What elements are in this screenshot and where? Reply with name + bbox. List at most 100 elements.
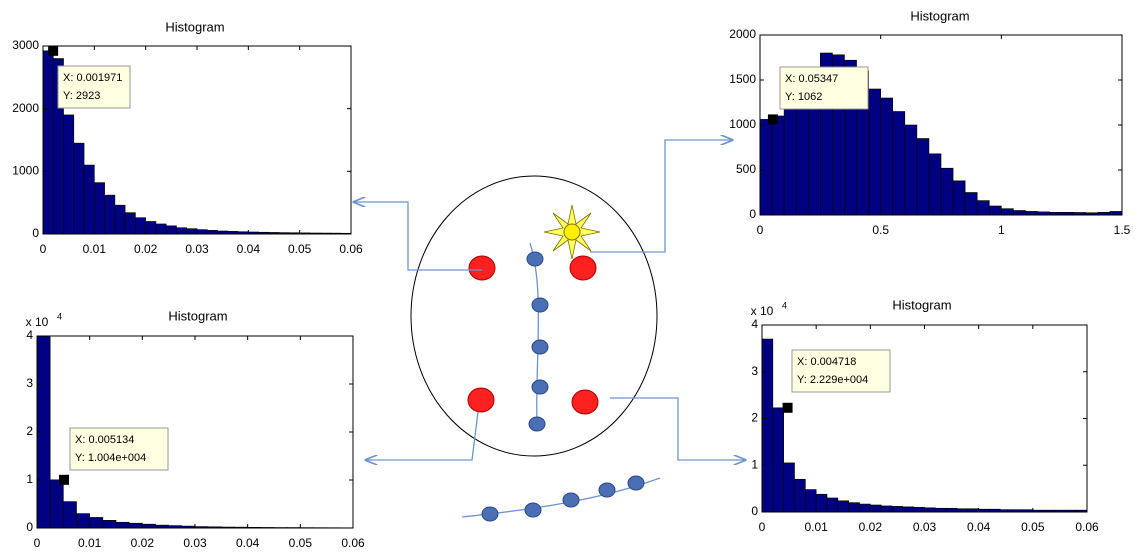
dots — [481, 251, 645, 522]
bar — [928, 153, 942, 216]
bar — [104, 194, 116, 235]
bar — [904, 124, 918, 216]
bar — [135, 217, 146, 235]
x-tick-label: 0.06 — [1075, 520, 1099, 534]
y-tick-label: 2 — [26, 424, 33, 438]
bar — [124, 212, 136, 235]
chain — [529, 242, 540, 425]
y-tick-label: 1 — [26, 472, 33, 486]
x-tick-label: 0.01 — [78, 536, 102, 550]
y-multiplier: x 10 — [751, 304, 774, 318]
bar — [142, 523, 156, 529]
datatip-label: Y: 2923 — [63, 90, 100, 102]
bar — [1109, 211, 1123, 216]
bar — [891, 506, 904, 513]
y-tick-label: 3 — [26, 376, 33, 390]
datatip-label: X: 0.004718 — [797, 356, 856, 368]
x-tick-label: 0.06 — [339, 242, 363, 256]
datatip-marker — [48, 45, 59, 56]
sun — [543, 204, 601, 260]
x-tick-label: 0.03 — [183, 536, 207, 550]
chart: Histogram 0 1000 2000 3000 0 0.01 0.02 0.03 0.04 0… — [12, 19, 363, 256]
x-tick-label: 0.02 — [134, 242, 158, 256]
y-multiplier-exponent: 4 — [782, 300, 787, 310]
y-multiplier: x 10 — [26, 315, 49, 329]
datatip-label: Y: 1062 — [785, 91, 822, 103]
bar — [145, 221, 157, 235]
bar — [49, 479, 64, 529]
bar — [176, 227, 188, 235]
bar — [935, 507, 947, 513]
y-tick-label: 2000 — [12, 101, 39, 115]
x-tick-label: 0.03 — [913, 520, 937, 534]
chart-title: Histogram — [165, 19, 224, 34]
bar — [63, 114, 75, 235]
x-tick-label: 0.06 — [341, 536, 365, 550]
bar — [916, 138, 930, 216]
x-tick-label: 0 — [759, 520, 766, 534]
bar — [115, 521, 130, 529]
y-multiplier-exponent: 4 — [57, 311, 62, 321]
bar — [805, 489, 817, 513]
bar — [83, 164, 95, 235]
y-tick-label: 3000 — [12, 38, 39, 52]
bar — [73, 142, 85, 235]
bar — [976, 200, 990, 216]
x-tick-label: 0.01 — [804, 520, 828, 534]
x-tick-label: 0.04 — [967, 520, 991, 534]
y-tick-label: 500 — [736, 162, 756, 176]
datatip-box — [69, 427, 169, 471]
y-tick-label: 2 — [751, 411, 758, 425]
y-tick-label: 0 — [749, 207, 756, 221]
arrow — [610, 397, 745, 460]
x-tick-label: 0 — [40, 242, 47, 256]
bar — [165, 225, 177, 235]
bar — [945, 507, 958, 513]
y-tick-label: 1 — [751, 457, 758, 471]
bar — [94, 182, 105, 235]
datatip-label: X: 0.005134 — [75, 434, 134, 446]
chart-title: Histogram — [910, 8, 969, 23]
bar — [1013, 210, 1026, 216]
bar — [892, 111, 906, 216]
y-tick-label: 0 — [751, 504, 758, 518]
x-tick-label: 0.05 — [289, 536, 313, 550]
x-tick-label: 0.5 — [872, 223, 889, 237]
bar — [795, 93, 809, 216]
bar — [988, 205, 1002, 216]
datatip-box — [57, 65, 131, 109]
datatip-label: X: 0.05347 — [785, 73, 838, 85]
x-tick-label: 1 — [998, 223, 1005, 237]
datatip-marker — [59, 474, 70, 485]
diagram — [354, 140, 745, 522]
bar — [128, 522, 143, 529]
bar — [859, 503, 871, 513]
bar — [940, 167, 954, 216]
x-tick-label: 0.02 — [859, 520, 883, 534]
bar — [759, 119, 773, 216]
x-tick-label: 0 — [757, 223, 764, 237]
bar — [772, 407, 784, 513]
x-tick-label: 0 — [34, 536, 41, 550]
bar — [783, 462, 795, 513]
bar — [1025, 211, 1038, 216]
bar — [155, 223, 167, 235]
datatip-label: X: 0.001971 — [63, 72, 122, 84]
y-tick-label: 0 — [32, 226, 39, 240]
arrow — [590, 140, 732, 253]
bar — [815, 493, 828, 513]
bar — [902, 506, 914, 513]
x-tick-label: 0.02 — [131, 536, 155, 550]
bar — [196, 229, 208, 235]
bar — [1001, 208, 1014, 216]
y-tick-label: 1000 — [729, 117, 756, 131]
bar — [868, 88, 881, 216]
bar — [783, 106, 797, 216]
bar — [771, 115, 785, 216]
y-tick-label: 4 — [26, 328, 33, 342]
bar — [880, 505, 893, 513]
x-tick-label: 0.01 — [83, 242, 107, 256]
chart: Histogram 0 1 2 3 4 0 0.01 0.02 0.03 0.04 0.05 0.06 x… — [26, 308, 365, 550]
bar — [89, 517, 104, 529]
x-tick-label: 0.05 — [1021, 520, 1045, 534]
